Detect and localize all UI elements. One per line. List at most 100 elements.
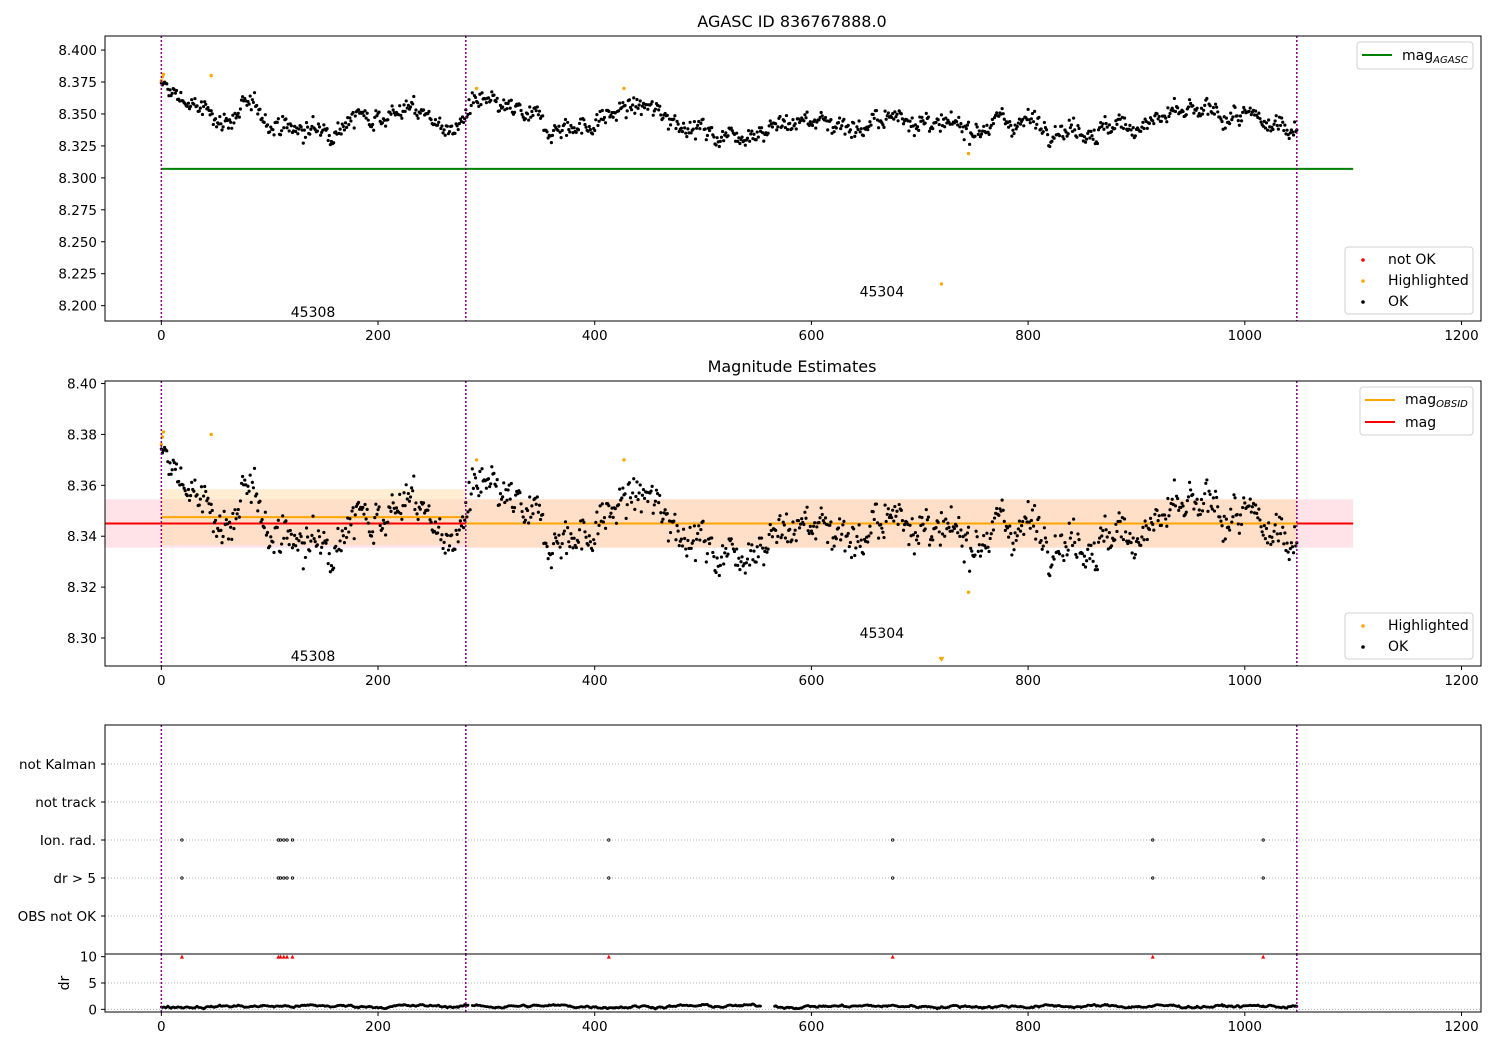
ok-point bbox=[840, 124, 844, 128]
ok-point bbox=[653, 107, 658, 111]
ok-point bbox=[842, 117, 846, 121]
ok-point bbox=[558, 545, 562, 549]
ok-point bbox=[567, 540, 571, 544]
marks bbox=[159, 36, 1354, 321]
ok-point bbox=[1206, 112, 1210, 116]
ok-point bbox=[730, 542, 734, 546]
ok-point bbox=[1291, 551, 1296, 555]
ok-point bbox=[246, 484, 250, 488]
ok-point bbox=[353, 114, 357, 118]
ok-point bbox=[867, 534, 871, 538]
ok-point bbox=[1034, 126, 1038, 130]
ok-point bbox=[978, 554, 983, 558]
ok-point bbox=[729, 126, 733, 130]
ok-point bbox=[732, 549, 737, 554]
ok-point bbox=[246, 100, 250, 104]
ok-point bbox=[1261, 124, 1265, 128]
ok-point bbox=[780, 124, 784, 128]
ok-point bbox=[698, 538, 702, 542]
ok-point bbox=[289, 532, 293, 536]
ok-point bbox=[530, 504, 534, 508]
ok-point bbox=[248, 473, 252, 477]
ok-point bbox=[1194, 501, 1198, 506]
ok-point bbox=[774, 122, 778, 126]
ok-point bbox=[322, 530, 326, 535]
y-tick-label: 8.275 bbox=[58, 203, 97, 219]
ok-point bbox=[793, 528, 797, 532]
ok-point bbox=[198, 497, 202, 501]
ok-point bbox=[250, 480, 254, 484]
ok-point bbox=[230, 126, 234, 130]
ok-point bbox=[545, 130, 549, 134]
ok-point bbox=[197, 109, 201, 113]
legend-lower: Highlighted OK bbox=[1344, 612, 1474, 660]
ok-point bbox=[458, 117, 462, 121]
ok-point bbox=[204, 102, 208, 106]
ok-point bbox=[1165, 524, 1169, 528]
ok-point bbox=[943, 125, 947, 129]
ok-point bbox=[374, 109, 378, 113]
ok-point bbox=[221, 534, 225, 539]
ok-point bbox=[1143, 117, 1147, 121]
ok-point bbox=[794, 539, 798, 543]
ok-point bbox=[675, 119, 679, 123]
ok-point bbox=[1280, 116, 1284, 120]
ok-point bbox=[885, 512, 889, 516]
ok-point bbox=[704, 560, 708, 564]
ok-point bbox=[1092, 128, 1096, 132]
ok-point bbox=[576, 540, 581, 544]
ok-point bbox=[637, 491, 641, 495]
ok-point bbox=[1115, 122, 1119, 126]
ok-point bbox=[1133, 552, 1137, 557]
ok-point bbox=[1057, 134, 1062, 138]
ok-point bbox=[672, 117, 676, 121]
ok-point bbox=[468, 111, 472, 116]
ok-point bbox=[1145, 126, 1149, 130]
ok-point bbox=[755, 545, 759, 549]
ok-point bbox=[541, 114, 545, 118]
ok-point bbox=[1121, 126, 1126, 131]
ok-point bbox=[985, 123, 989, 127]
ok-point bbox=[299, 125, 303, 129]
ok-point bbox=[1212, 509, 1217, 513]
ok-point bbox=[364, 116, 368, 120]
ok-point bbox=[404, 99, 408, 103]
ok-point bbox=[1041, 130, 1045, 134]
ok-point bbox=[668, 123, 673, 127]
ok-point bbox=[688, 120, 692, 124]
ok-point bbox=[925, 518, 929, 522]
ok-point bbox=[808, 524, 812, 528]
ok-point bbox=[738, 567, 742, 572]
ok-point bbox=[938, 543, 942, 547]
ok-point bbox=[1129, 128, 1133, 132]
ok-point bbox=[1272, 122, 1276, 126]
ok-point bbox=[557, 533, 561, 537]
ok-point bbox=[413, 111, 417, 115]
ok-point bbox=[560, 541, 564, 546]
ok-point bbox=[1258, 116, 1262, 121]
ok-point bbox=[810, 532, 815, 536]
ok-point bbox=[1231, 115, 1235, 119]
ok-point bbox=[749, 132, 753, 136]
ok-point bbox=[1000, 498, 1004, 502]
ok-point bbox=[701, 117, 705, 121]
ok-point bbox=[174, 462, 179, 466]
ok-point bbox=[934, 120, 938, 125]
ok-point bbox=[580, 547, 584, 551]
ok-point bbox=[679, 537, 684, 541]
x-tick-label: 400 bbox=[582, 673, 608, 689]
ok-point bbox=[629, 500, 634, 504]
ok-point bbox=[779, 536, 783, 540]
flag-point bbox=[607, 876, 611, 880]
ok-point bbox=[937, 530, 941, 534]
ok-point bbox=[650, 484, 654, 488]
ok-point bbox=[421, 501, 426, 505]
ok-point bbox=[752, 132, 756, 136]
ok-point bbox=[1124, 530, 1128, 534]
ok-point bbox=[512, 110, 517, 114]
ok-point bbox=[1265, 541, 1270, 545]
ok-point bbox=[1109, 129, 1114, 134]
ok-point bbox=[936, 520, 940, 524]
ok-point bbox=[236, 507, 240, 512]
ok-point bbox=[1233, 105, 1237, 110]
